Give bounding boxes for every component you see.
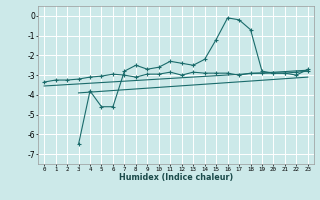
X-axis label: Humidex (Indice chaleur): Humidex (Indice chaleur) bbox=[119, 173, 233, 182]
